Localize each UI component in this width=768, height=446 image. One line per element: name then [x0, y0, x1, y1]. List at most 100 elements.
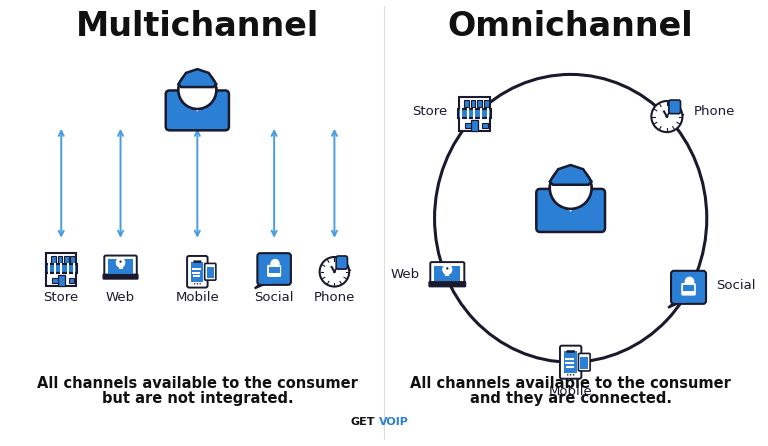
Circle shape: [443, 266, 451, 274]
Circle shape: [443, 265, 452, 274]
Circle shape: [651, 101, 683, 132]
Circle shape: [573, 374, 574, 376]
Circle shape: [684, 277, 694, 286]
Text: All channels available to the consumer: All channels available to the consumer: [37, 376, 358, 391]
FancyBboxPatch shape: [189, 95, 206, 109]
FancyBboxPatch shape: [205, 264, 216, 280]
Text: All channels available to the consumer: All channels available to the consumer: [410, 376, 731, 391]
Polygon shape: [255, 282, 270, 289]
Polygon shape: [115, 268, 122, 273]
Circle shape: [117, 260, 124, 267]
Circle shape: [117, 258, 124, 266]
FancyBboxPatch shape: [336, 256, 347, 269]
FancyBboxPatch shape: [108, 259, 133, 274]
FancyBboxPatch shape: [194, 260, 201, 263]
FancyBboxPatch shape: [560, 346, 581, 379]
Circle shape: [178, 71, 217, 109]
FancyBboxPatch shape: [669, 100, 680, 114]
FancyBboxPatch shape: [64, 256, 68, 263]
FancyBboxPatch shape: [45, 264, 77, 273]
FancyBboxPatch shape: [484, 100, 489, 107]
Text: Social: Social: [254, 290, 294, 304]
Text: and they are connected.: and they are connected.: [470, 391, 672, 406]
Text: Web: Web: [106, 290, 135, 304]
Circle shape: [665, 115, 668, 118]
Circle shape: [270, 259, 280, 268]
FancyBboxPatch shape: [430, 262, 465, 285]
FancyBboxPatch shape: [561, 193, 581, 209]
FancyBboxPatch shape: [567, 350, 574, 353]
FancyBboxPatch shape: [51, 256, 56, 263]
Text: Store: Store: [44, 290, 79, 304]
FancyBboxPatch shape: [458, 109, 491, 118]
Circle shape: [200, 283, 201, 285]
FancyBboxPatch shape: [482, 124, 488, 128]
Circle shape: [333, 270, 336, 273]
Polygon shape: [668, 301, 684, 308]
Circle shape: [444, 265, 451, 272]
Polygon shape: [444, 270, 451, 275]
Text: Mobile: Mobile: [175, 290, 219, 304]
FancyBboxPatch shape: [471, 120, 478, 131]
Circle shape: [194, 283, 195, 285]
Polygon shape: [110, 269, 117, 273]
Text: Store: Store: [412, 105, 447, 118]
FancyBboxPatch shape: [46, 273, 76, 285]
FancyBboxPatch shape: [104, 275, 137, 279]
Polygon shape: [178, 69, 217, 87]
Circle shape: [319, 257, 349, 286]
Text: Multichannel: Multichannel: [76, 10, 319, 43]
Text: Web: Web: [391, 268, 420, 281]
FancyBboxPatch shape: [207, 267, 214, 278]
Circle shape: [550, 167, 591, 209]
Polygon shape: [449, 277, 456, 280]
FancyBboxPatch shape: [104, 256, 137, 277]
FancyBboxPatch shape: [578, 353, 590, 371]
FancyBboxPatch shape: [465, 124, 471, 128]
FancyBboxPatch shape: [458, 97, 490, 109]
FancyBboxPatch shape: [68, 278, 74, 283]
FancyBboxPatch shape: [478, 100, 482, 107]
Circle shape: [550, 167, 591, 209]
Text: Social: Social: [716, 279, 755, 292]
Circle shape: [120, 260, 121, 263]
FancyBboxPatch shape: [581, 357, 588, 369]
Text: Mobile: Mobile: [549, 385, 593, 398]
FancyBboxPatch shape: [458, 118, 490, 131]
FancyBboxPatch shape: [267, 265, 281, 277]
Polygon shape: [435, 277, 443, 280]
FancyBboxPatch shape: [671, 271, 706, 304]
Circle shape: [570, 374, 571, 376]
FancyBboxPatch shape: [187, 256, 207, 288]
Circle shape: [567, 374, 568, 376]
Circle shape: [118, 258, 124, 265]
FancyBboxPatch shape: [429, 282, 465, 286]
FancyBboxPatch shape: [191, 262, 204, 282]
Text: GET: GET: [351, 417, 376, 427]
FancyBboxPatch shape: [464, 100, 468, 107]
FancyBboxPatch shape: [46, 253, 76, 264]
Text: but are not integrated.: but are not integrated.: [101, 391, 293, 406]
Text: Omnichannel: Omnichannel: [448, 10, 694, 43]
Circle shape: [197, 283, 198, 285]
Polygon shape: [121, 270, 129, 273]
FancyBboxPatch shape: [166, 91, 229, 130]
Polygon shape: [118, 264, 124, 268]
FancyBboxPatch shape: [536, 189, 605, 232]
Text: Phone: Phone: [314, 290, 355, 304]
Text: VOIP: VOIP: [379, 417, 409, 427]
FancyBboxPatch shape: [58, 256, 62, 263]
FancyBboxPatch shape: [681, 283, 696, 296]
FancyBboxPatch shape: [257, 253, 291, 285]
Circle shape: [117, 258, 124, 267]
Polygon shape: [442, 276, 449, 280]
FancyBboxPatch shape: [58, 276, 65, 285]
Polygon shape: [550, 165, 591, 185]
FancyBboxPatch shape: [71, 256, 75, 263]
FancyBboxPatch shape: [434, 265, 461, 281]
FancyBboxPatch shape: [52, 278, 58, 283]
Circle shape: [443, 265, 451, 273]
FancyBboxPatch shape: [471, 100, 475, 107]
Circle shape: [446, 267, 449, 269]
FancyBboxPatch shape: [564, 351, 577, 373]
